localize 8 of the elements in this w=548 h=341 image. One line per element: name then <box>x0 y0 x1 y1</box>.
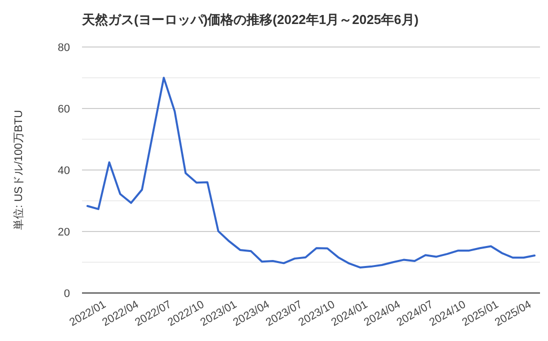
line-series <box>86 76 536 268</box>
y-axis-title: 単位: USドル/100万BTU <box>13 110 25 230</box>
y-tick-label: 80 <box>58 42 70 54</box>
y-tick-label: 60 <box>58 103 70 116</box>
y-tick-label: 40 <box>58 164 70 177</box>
y-tick-label: 20 <box>58 226 70 238</box>
chart-title: 天然ガス(ヨーロッパ)価格の推移(2022年1月～2025年6月) <box>81 12 419 27</box>
y-tick-label: 0 <box>64 288 70 300</box>
